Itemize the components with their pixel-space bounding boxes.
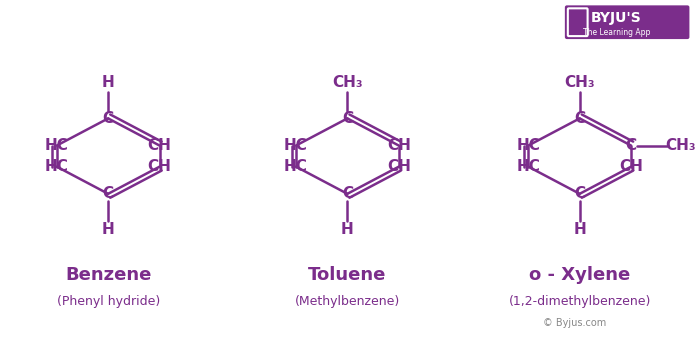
Text: HC: HC [517,138,540,153]
FancyBboxPatch shape [565,5,690,39]
Text: H: H [573,222,586,237]
Text: Benzene: Benzene [65,266,151,284]
Text: CH₃: CH₃ [332,75,363,90]
Text: © Byjus.com: © Byjus.com [543,318,606,328]
Text: o - Xylene: o - Xylene [529,266,630,284]
Text: HC: HC [517,159,540,174]
Text: (1,2-dimethylbenzene): (1,2-dimethylbenzene) [508,295,651,308]
Text: C: C [103,111,113,126]
Text: C: C [574,111,585,126]
Text: CH: CH [387,138,411,153]
Text: Toluene: Toluene [308,266,386,284]
Text: H: H [102,75,115,90]
Text: HC: HC [284,138,308,153]
Text: CH: CH [387,159,411,174]
Text: HC: HC [45,159,69,174]
Text: C: C [574,186,585,201]
Text: CH₃: CH₃ [564,75,595,90]
Text: CH: CH [148,138,172,153]
Text: C: C [342,186,353,201]
Text: C: C [103,186,113,201]
Text: CH: CH [620,159,643,174]
Text: HC: HC [284,159,308,174]
Text: BYJU'S: BYJU'S [591,11,642,25]
Text: CH₃: CH₃ [665,138,696,153]
Text: The Learning App: The Learning App [582,28,650,37]
Text: H: H [341,222,354,237]
Text: C: C [626,138,637,153]
Text: (Methylbenzene): (Methylbenzene) [295,295,400,308]
Text: (Phenyl hydride): (Phenyl hydride) [57,295,160,308]
Text: C: C [342,111,353,126]
FancyBboxPatch shape [568,8,587,36]
Text: H: H [102,222,115,237]
Text: HC: HC [45,138,69,153]
Text: CH: CH [148,159,172,174]
